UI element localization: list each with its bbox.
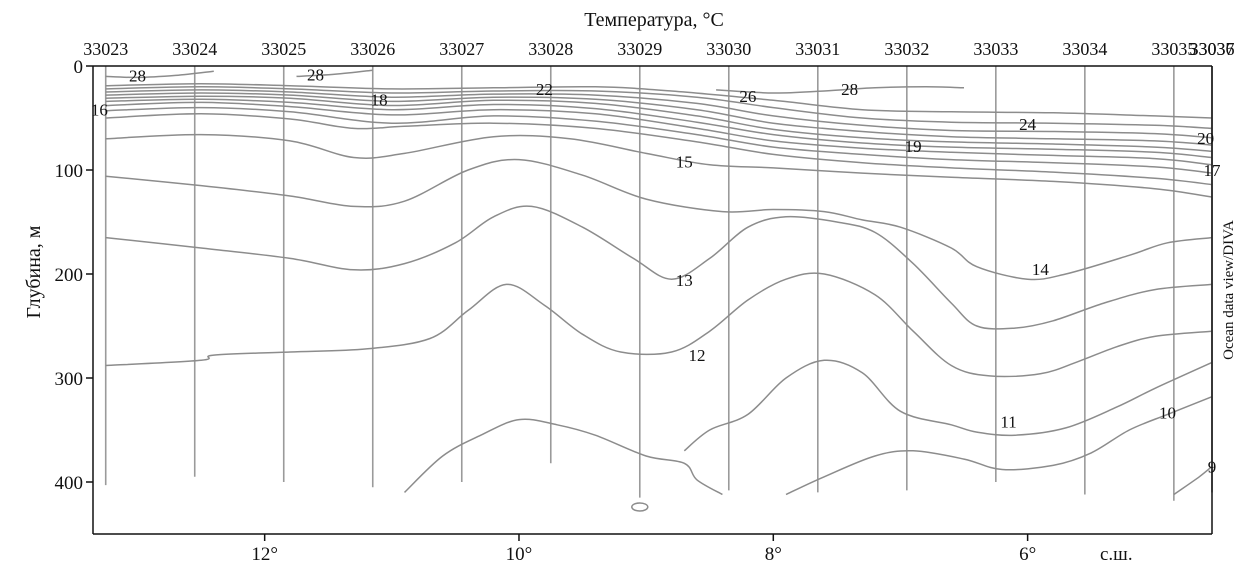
isotherm-label: 11 — [1000, 413, 1016, 432]
isotherm-15 — [105, 133, 1213, 198]
isotherm-label: 28 — [841, 80, 858, 99]
station-label: 33023 — [83, 39, 128, 59]
station-label: 33027 — [439, 39, 484, 59]
y-tick-label: 400 — [55, 473, 84, 494]
isotherm-13 — [105, 205, 1213, 330]
isotherm-label: 28 — [307, 65, 324, 84]
isotherm-label: 13 — [676, 271, 693, 290]
y-tick-label: 200 — [55, 265, 84, 286]
x-tick-label: 10° — [506, 544, 533, 565]
station-label: 33037 — [1190, 39, 1235, 59]
isotherm-28 — [716, 86, 965, 94]
x-tick-label: 6° — [1019, 544, 1036, 565]
station-label: 33032 — [884, 39, 929, 59]
isotherm-label: 14 — [1032, 260, 1050, 279]
isotherm-lines — [105, 69, 1213, 512]
station-label: 33031 — [795, 39, 840, 59]
isotherm-11 — [683, 359, 1213, 452]
isotherm-28 — [105, 70, 214, 79]
isotherm-10 — [403, 418, 723, 496]
y-tick-label: 100 — [55, 161, 84, 182]
isotherm-17 — [105, 106, 1213, 174]
isotherm-labels: 28282826242220191817161514131211109 — [91, 65, 1221, 476]
isotherm-label: 26 — [739, 87, 756, 106]
station-label: 33029 — [617, 39, 662, 59]
isotherm-label: 16 — [91, 101, 108, 120]
isotherm-22 — [105, 89, 1213, 139]
isotherm-label: 19 — [905, 137, 922, 156]
x-tick-label: 12° — [251, 544, 278, 565]
axes: 0 100 200 300 400 12° 10° 8° 6° — [55, 57, 1213, 565]
isotherm-21 — [105, 92, 1213, 146]
isotherm-28 — [296, 69, 373, 78]
isotherm-14 — [105, 158, 1213, 281]
chart-title: Температура, °С — [584, 9, 724, 31]
isotherm-label: 10 — [1159, 403, 1176, 422]
isotherm-26 — [105, 82, 1213, 119]
isotherm-label: 28 — [129, 66, 146, 85]
isotherm-closed — [631, 502, 649, 512]
isotherm-label: 24 — [1019, 115, 1037, 134]
station-label: 33033 — [973, 39, 1018, 59]
isotherm-19 — [105, 98, 1213, 159]
x-axis-unit-label: с.ш. — [1100, 544, 1133, 565]
y-axis-title: Глубина, м — [23, 225, 45, 318]
y-tick-label: 300 — [55, 369, 84, 390]
station-label: 33030 — [706, 39, 751, 59]
isotherm-10 — [785, 396, 1213, 496]
station-label: 33024 — [172, 39, 217, 59]
station-label: 33025 — [261, 39, 306, 59]
station-labels: 33023 33024 33025 33026 33027 33028 33029 33030… — [83, 39, 1234, 59]
isotherm-label: 15 — [676, 153, 693, 172]
isotherm-18 — [105, 101, 1213, 166]
isotherm-16 — [105, 113, 1213, 186]
x-tick-label: 8° — [765, 544, 782, 565]
source-label: Ocean data view/DIVA — [1221, 220, 1237, 360]
isotherm-label: 18 — [371, 90, 388, 109]
station-label: 33036 — [1190, 39, 1235, 59]
isotherm-label: 22 — [536, 80, 553, 99]
isotherm-label: 20 — [1197, 129, 1214, 148]
isotherm-20 — [105, 95, 1213, 153]
isotherm-12 — [105, 272, 1213, 378]
station-label: 33035 — [1151, 39, 1196, 59]
station-label: 33028 — [528, 39, 573, 59]
isotherm-24 — [105, 86, 1213, 130]
y-tick-label: 0 — [74, 57, 84, 78]
station-label: 33026 — [350, 39, 395, 59]
station-label: 33034 — [1062, 39, 1107, 59]
isotherm-9 — [1173, 465, 1213, 496]
isotherm-label: 12 — [689, 346, 706, 365]
